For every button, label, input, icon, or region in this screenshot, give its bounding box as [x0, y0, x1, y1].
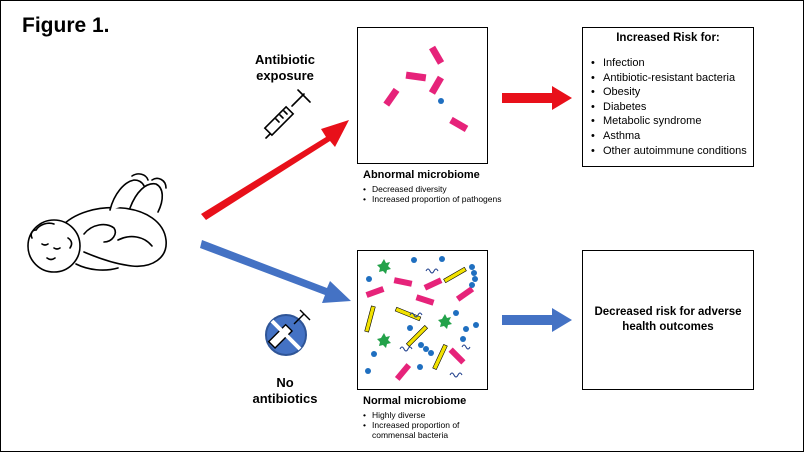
blue-arrow-to-outcome [502, 308, 572, 332]
decreased-risk-panel: Decreased risk for adverse health outcom… [582, 250, 754, 390]
normal-bullet: Increased proportion of commensal bacter… [363, 420, 503, 440]
risk-item: Asthma [589, 129, 747, 144]
antibiotic-exposure-label: Antibiotic exposure [255, 52, 315, 83]
abnormal-bullet: Decreased diversity [363, 184, 503, 194]
syringe-icon [263, 89, 311, 139]
risk-list: Infection Antibiotic-resistant bacteria … [589, 56, 747, 158]
blue-arrow [200, 240, 351, 303]
risk-item: Infection [589, 56, 747, 71]
abnormal-bullet: Increased proportion of pathogens [363, 194, 503, 204]
abnormal-microbiome-bullets: Decreased diversity Increased proportion… [363, 184, 503, 204]
normal-bullet: Highly diverse [363, 410, 503, 420]
normal-microbiome-bullets: Highly diverse Increased proportion of c… [363, 410, 503, 440]
red-arrow-to-risk [502, 86, 572, 110]
abnormal-microbiome-title: Abnormal microbiome [363, 169, 480, 181]
risk-item: Diabetes [589, 100, 747, 115]
risk-item: Other autoimmune conditions [589, 144, 747, 159]
abnormal-microbiome-panel [357, 27, 488, 164]
commensal-cluster [364, 256, 479, 381]
increased-risk-panel: Increased Risk for: Infection Antibiotic… [582, 27, 754, 167]
normal-microbiome-title: Normal microbiome [363, 395, 467, 407]
risk-item: Obesity [589, 85, 747, 100]
figure-title: Figure 1. [22, 14, 110, 37]
pathogen-cluster [383, 45, 469, 132]
red-arrow [201, 120, 349, 220]
no-antibiotics-label: No antibiotics [252, 375, 318, 406]
increased-risk-title: Increased Risk for: [616, 32, 720, 44]
risk-item: Metabolic syndrome [589, 114, 747, 129]
normal-microbiome-panel [357, 250, 488, 390]
no-antibiotic-icon [265, 309, 311, 356]
infant-illustration [27, 173, 167, 273]
risk-item: Antibiotic-resistant bacteria [589, 71, 747, 86]
decreased-risk-text: Decreased risk for adverse health outcom… [594, 306, 742, 333]
